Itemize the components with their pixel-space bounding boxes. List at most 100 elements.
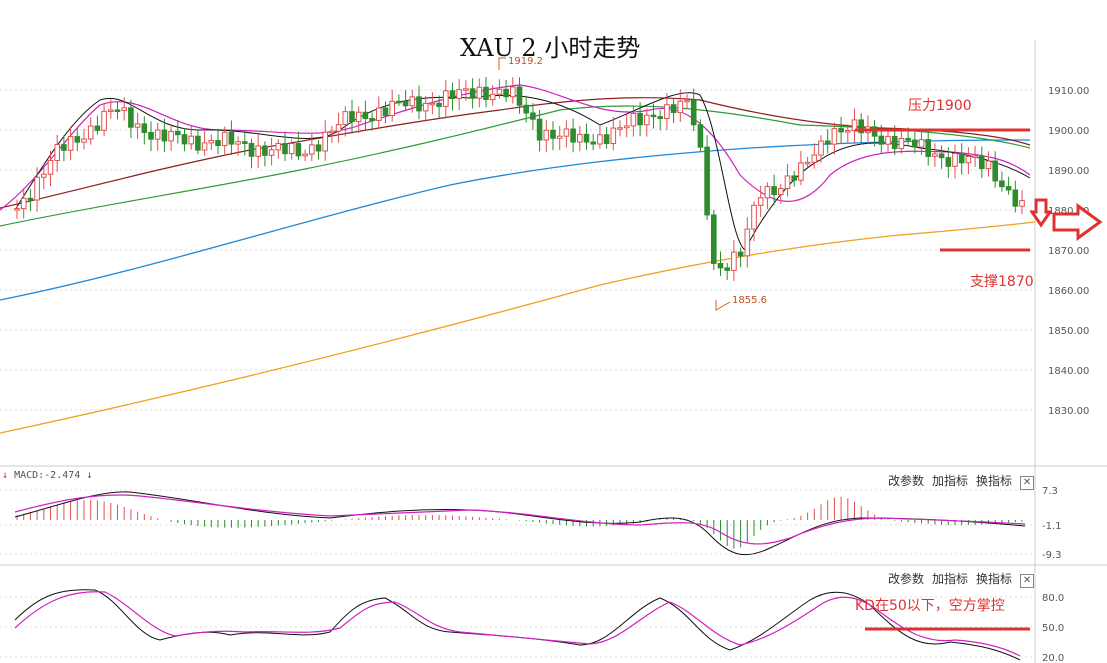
kd-pane-buttons: 改参数 加指标 换指标 ✕ [888, 570, 1042, 588]
candle [1012, 189, 1019, 207]
candle [938, 153, 945, 159]
candle [362, 111, 369, 120]
price-tick-label: 1900.00 [1048, 126, 1089, 137]
candle [999, 180, 1005, 188]
candle [664, 104, 670, 120]
candle [41, 173, 47, 178]
candle [134, 123, 141, 128]
candle [811, 154, 818, 163]
candle [87, 125, 94, 140]
candle [979, 155, 985, 170]
candle [804, 161, 811, 165]
candle [463, 88, 469, 91]
chart-title: XAU 2 小时走势 [460, 34, 641, 62]
price-tick-label: 1850.00 [1048, 326, 1089, 337]
candle [288, 143, 295, 155]
candle [476, 86, 483, 99]
candle [295, 143, 302, 157]
candle [757, 197, 764, 206]
candle [456, 89, 462, 100]
macd-label: ↓ MACD:-2.474 ↓ [2, 470, 92, 481]
resistance-label: 压力1900 [908, 98, 972, 114]
candle [784, 175, 791, 189]
candle [161, 129, 168, 142]
candle [382, 107, 389, 117]
candle [630, 112, 637, 127]
candle [262, 145, 268, 156]
candle [912, 139, 918, 148]
candle [523, 104, 530, 114]
candle [637, 112, 643, 126]
candle [878, 135, 885, 145]
candle [422, 102, 429, 112]
low-marker [715, 300, 731, 311]
candle [148, 131, 154, 140]
candle [181, 134, 188, 145]
close-icon[interactable]: ✕ [1020, 574, 1035, 588]
candle [530, 112, 536, 120]
candle [818, 140, 824, 156]
price-tick-label: 1840.00 [1048, 366, 1089, 377]
candle [590, 141, 597, 145]
candle [61, 144, 67, 151]
candle [114, 109, 121, 112]
candle [711, 214, 717, 264]
price-tick-label: 1830.00 [1048, 406, 1089, 417]
candle [275, 143, 282, 151]
candle [550, 129, 556, 139]
candle [228, 131, 235, 145]
candle [74, 136, 81, 143]
kd-note: KD在50以下，空方掌控 [855, 598, 1005, 614]
candle [670, 104, 677, 114]
macd-tick-label: -1.1 [1042, 521, 1062, 532]
down-arrow-icon: ↓ [2, 470, 9, 481]
candle [610, 127, 617, 145]
candle [443, 90, 449, 107]
candle [831, 128, 838, 145]
candle [851, 119, 858, 132]
macd-switch-indicator-button[interactable]: 换指标 [976, 474, 1013, 488]
candle [798, 162, 804, 181]
candle [925, 139, 932, 157]
macd-param-button[interactable]: 改参数 [888, 474, 925, 488]
candle [737, 251, 744, 257]
ma-line-magenta [0, 84, 1031, 211]
kd-param-button[interactable]: 改参数 [888, 572, 925, 586]
ma-line-green [0, 105, 1031, 227]
candle [248, 142, 255, 157]
candle [489, 93, 496, 101]
candle [101, 110, 107, 131]
candle [335, 124, 342, 132]
candle [577, 133, 583, 143]
price-tick-label: 1890.00 [1048, 166, 1089, 177]
candle [215, 140, 221, 147]
candle [824, 140, 831, 145]
candle [141, 123, 148, 133]
candle [891, 135, 898, 150]
close-icon[interactable]: ✕ [1020, 476, 1035, 490]
candle [570, 128, 576, 143]
candle [603, 134, 610, 145]
candle [952, 152, 958, 167]
candle [14, 208, 20, 211]
macd-add-indicator-button[interactable]: 加指标 [932, 474, 969, 488]
candle [845, 130, 851, 133]
macd-tick-label: 7.3 [1042, 486, 1058, 497]
right-arrow-icon [1052, 203, 1103, 241]
candle [992, 160, 999, 182]
kd-add-indicator-button[interactable]: 加指标 [932, 572, 969, 586]
candle [838, 128, 844, 133]
candle [309, 144, 315, 155]
candle [1005, 186, 1012, 191]
price-tick-label: 1910.00 [1048, 86, 1089, 97]
candle [965, 155, 972, 164]
candle [322, 131, 328, 152]
candle [389, 100, 395, 117]
candle [355, 111, 362, 123]
candle [985, 160, 992, 170]
kd-switch-indicator-button[interactable]: 换指标 [976, 572, 1013, 586]
candle [496, 88, 503, 95]
candle [697, 124, 704, 148]
candle [563, 128, 570, 137]
